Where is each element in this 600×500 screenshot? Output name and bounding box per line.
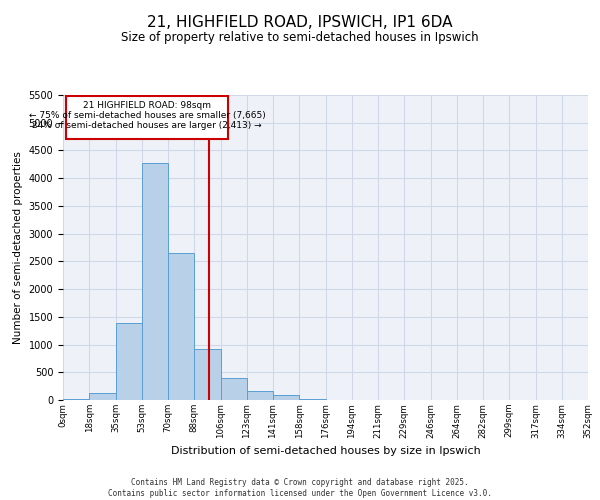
Bar bbox=[247, 391, 273, 400]
Text: ← 75% of semi-detached houses are smaller (7,665): ← 75% of semi-detached houses are smalle… bbox=[29, 111, 265, 120]
Bar bbox=[273, 394, 299, 400]
Bar bbox=[142, 162, 168, 400]
Bar bbox=[221, 378, 247, 400]
Text: 21, HIGHFIELD ROAD, IPSWICH, IP1 6DA: 21, HIGHFIELD ROAD, IPSWICH, IP1 6DA bbox=[147, 15, 453, 30]
Text: Contains HM Land Registry data © Crown copyright and database right 2025.
Contai: Contains HM Land Registry data © Crown c… bbox=[108, 478, 492, 498]
Bar bbox=[115, 324, 142, 400]
Text: 21 HIGHFIELD ROAD: 98sqm: 21 HIGHFIELD ROAD: 98sqm bbox=[83, 101, 211, 110]
Text: Size of property relative to semi-detached houses in Ipswich: Size of property relative to semi-detach… bbox=[121, 31, 479, 44]
Bar bbox=[63, 399, 89, 400]
X-axis label: Distribution of semi-detached houses by size in Ipswich: Distribution of semi-detached houses by … bbox=[170, 446, 481, 456]
Bar bbox=[89, 393, 115, 400]
FancyBboxPatch shape bbox=[65, 96, 229, 140]
Bar bbox=[194, 349, 221, 400]
Text: 24% of semi-detached houses are larger (2,413) →: 24% of semi-detached houses are larger (… bbox=[32, 121, 262, 130]
Y-axis label: Number of semi-detached properties: Number of semi-detached properties bbox=[13, 151, 23, 344]
Bar bbox=[168, 253, 194, 400]
